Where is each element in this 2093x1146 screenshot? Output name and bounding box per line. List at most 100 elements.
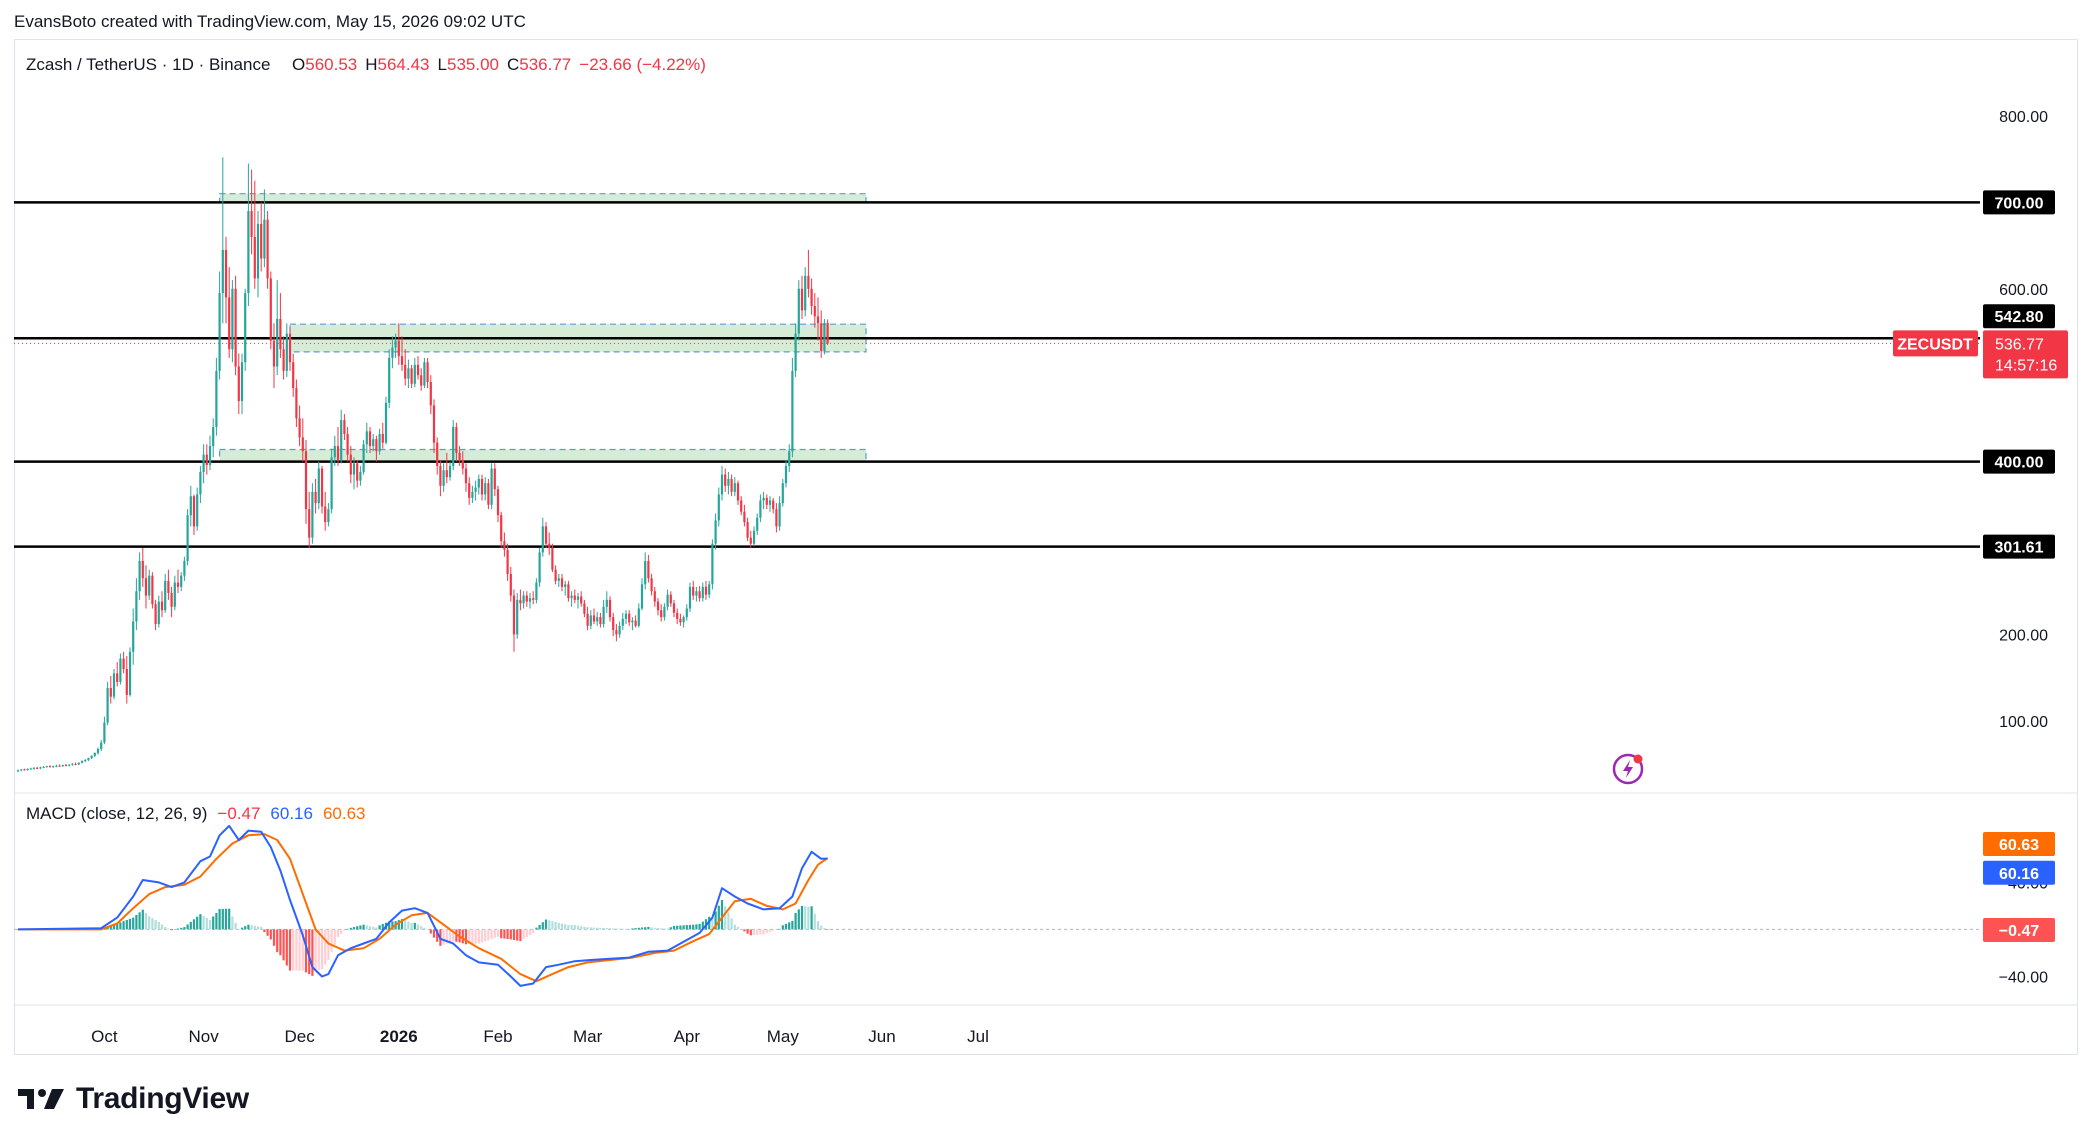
candle-body	[29, 768, 32, 770]
candle-body	[183, 560, 186, 576]
candle-body	[519, 599, 522, 604]
candle-body	[87, 758, 90, 761]
macd-histogram-bar	[823, 927, 826, 930]
candle-body	[762, 497, 765, 501]
macd-histogram-bar	[308, 929, 311, 975]
macd-signal-tag: 60.63	[1999, 837, 2039, 854]
candle-body	[20, 769, 23, 771]
candle-body	[509, 573, 512, 596]
macd-histogram-bar	[496, 929, 500, 937]
macd-histogram-bar	[487, 929, 490, 941]
macd-histogram-bar	[205, 918, 208, 930]
candle-body	[669, 594, 672, 604]
macd-histogram-bar	[234, 922, 237, 930]
macd-histogram-bar	[640, 927, 644, 930]
macd-histogram-bar	[320, 929, 324, 970]
time-axis-label: Nov	[188, 1027, 219, 1046]
candle-body	[266, 219, 269, 279]
candle-body	[730, 478, 733, 492]
candle-body	[189, 496, 192, 516]
tradingview-logo[interactable]: TradingView	[18, 1082, 249, 1116]
macd-histogram-bar	[743, 929, 746, 932]
candle-body	[109, 688, 112, 697]
macd-hist-tag-bg	[1983, 917, 2055, 942]
candle-body	[32, 767, 36, 769]
candle-body	[775, 509, 778, 527]
close-value: 536.77	[519, 55, 571, 74]
macd-histogram-bar	[311, 929, 314, 976]
candle-body	[314, 491, 317, 504]
macd-histogram-bar	[112, 924, 116, 930]
candle-body	[500, 515, 503, 542]
support-resistance-zone	[219, 193, 867, 203]
macd-histogram-bar	[135, 914, 138, 930]
candle-body	[359, 471, 362, 481]
macd-histogram-bar	[733, 924, 736, 930]
candle-body	[71, 763, 74, 765]
low-label: L	[438, 55, 447, 74]
candle-body	[240, 362, 244, 402]
candle-body	[320, 468, 324, 507]
candle-body	[340, 420, 343, 460]
candle-body	[93, 753, 96, 756]
macd-histogram-bar	[295, 929, 298, 971]
macd-histogram-bar	[455, 929, 458, 942]
candle-body	[26, 768, 29, 770]
candle-body	[160, 601, 164, 611]
macd-histogram-bar	[180, 927, 183, 930]
macd-histogram-bar	[391, 921, 394, 930]
macd-histogram-bar	[410, 922, 413, 930]
candle-body	[429, 382, 432, 406]
candle-body	[570, 595, 573, 599]
macd-histogram-bar	[772, 929, 775, 931]
candle-body	[279, 319, 282, 350]
time-axis-label: Jun	[868, 1027, 895, 1046]
macd-histogram-bar	[781, 925, 784, 930]
flash-icon[interactable]	[1612, 753, 1644, 785]
symbol-tag: ZECUSDT	[1897, 336, 1973, 353]
candle-body	[756, 517, 759, 531]
macd-readout: MACD (close, 12, 26, 9) −0.47 60.16 60.63	[26, 804, 366, 823]
candle-body	[397, 340, 400, 357]
candle-body	[708, 584, 711, 595]
candle-body	[765, 497, 768, 505]
open-label: O	[292, 55, 305, 74]
macd-histogram-bar	[791, 920, 794, 930]
candle-body	[103, 722, 106, 743]
candle-body	[560, 578, 564, 587]
macd-histogram-bar	[759, 929, 762, 935]
candle-body	[164, 580, 167, 611]
macd-histogram-bar	[228, 908, 231, 930]
macd-histogram-bar	[288, 929, 292, 971]
candle-body	[656, 601, 660, 611]
macd-histogram-bar	[240, 927, 244, 930]
macd-histogram-bar	[586, 927, 589, 930]
candle-body	[154, 604, 157, 625]
level-tag: 301.61	[1995, 540, 2044, 557]
macd-histogram-bar	[359, 925, 362, 930]
macd-histogram-bar	[381, 924, 384, 930]
macd-line-tag: 60.16	[1999, 866, 2039, 883]
candle-body	[548, 543, 551, 549]
change-value: −23.66 (−4.22%)	[579, 55, 706, 74]
candle-body	[148, 575, 151, 596]
candle-body	[276, 319, 279, 367]
candle-body	[170, 592, 173, 607]
macd-histogram-bar	[167, 928, 170, 930]
macd-histogram-bar	[692, 924, 695, 930]
candle-body	[330, 457, 333, 510]
macd-histogram-bar	[602, 927, 605, 930]
candle-body	[61, 765, 64, 767]
candle-body	[205, 454, 208, 466]
candle-body	[551, 548, 554, 570]
candle-body	[202, 454, 205, 472]
candle-body	[23, 769, 26, 771]
macd-histogram-bar	[343, 929, 346, 931]
candle-body	[327, 509, 330, 523]
candle-body	[324, 506, 327, 523]
macd-histogram-bar	[183, 927, 186, 930]
candle-body	[733, 483, 736, 492]
macd-histogram-bar	[253, 925, 256, 930]
candle-body	[788, 451, 791, 466]
